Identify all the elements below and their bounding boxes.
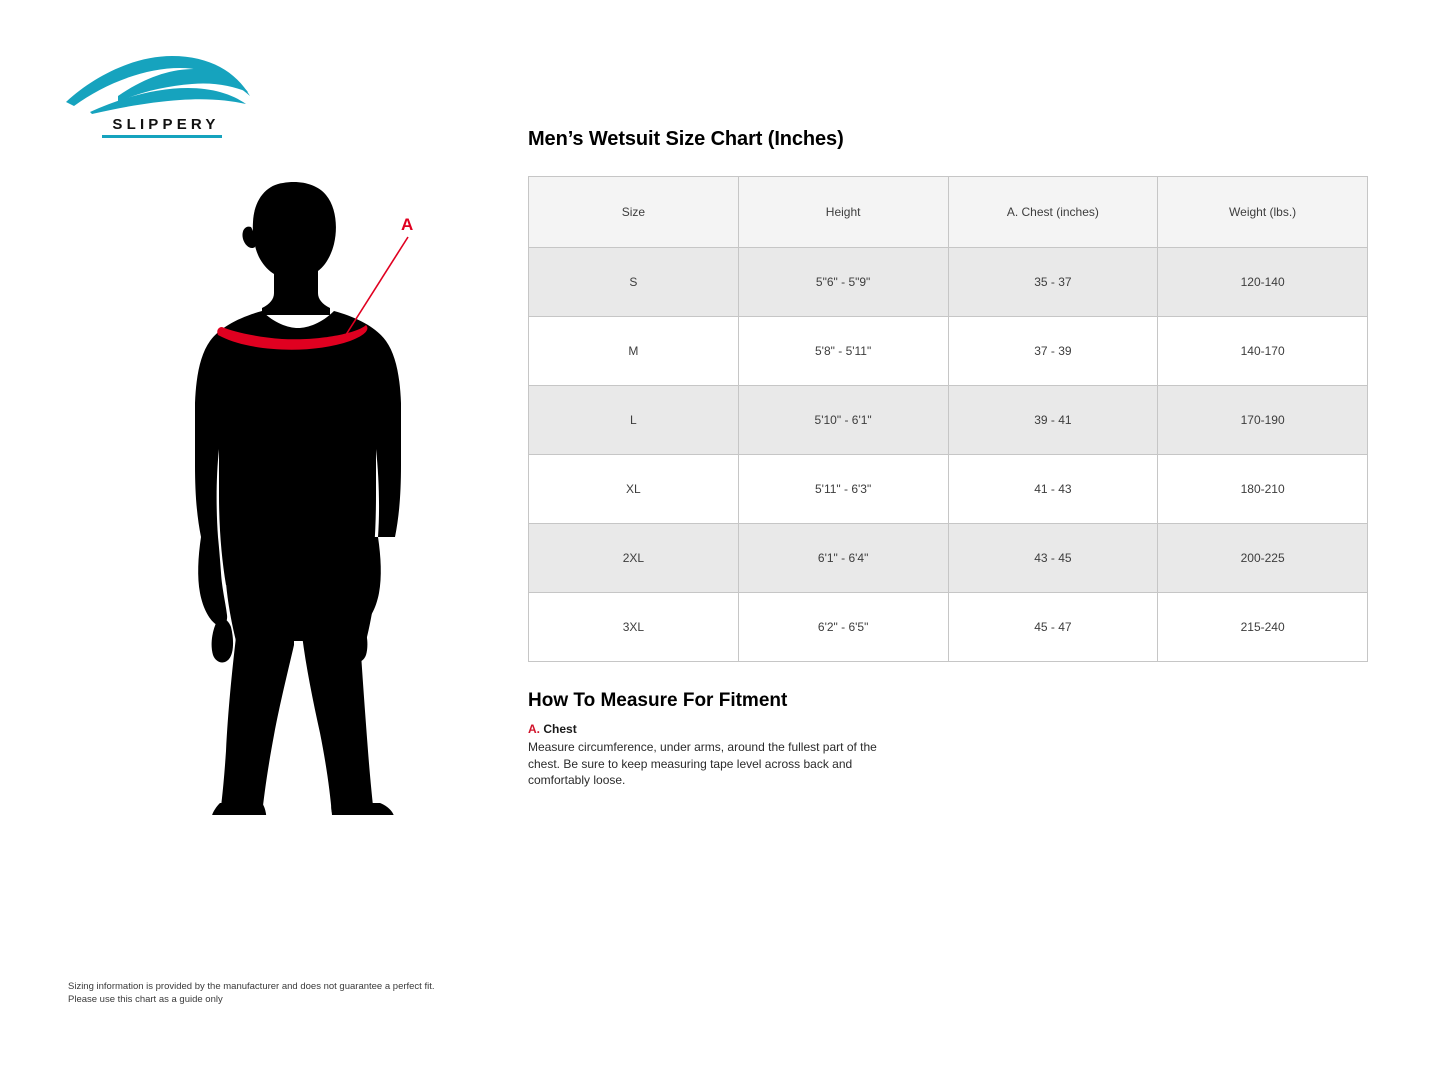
cell-weight: 215-240 — [1157, 592, 1368, 662]
cell-chest: 41 - 43 — [947, 454, 1159, 524]
cell-height: 6'2" - 6'5" — [737, 592, 949, 662]
cell-size: 2XL — [528, 523, 739, 593]
column-header-chest: A. Chest (inches) — [947, 176, 1159, 248]
chest-measure-tape-icon — [217, 325, 368, 350]
cell-weight: 120-140 — [1157, 247, 1368, 317]
measure-item-heading: A. Chest — [528, 722, 577, 736]
table-header-row: Size Height A. Chest (inches) Weight (lb… — [528, 176, 1368, 248]
page-title: Men’s Wetsuit Size Chart (Inches) — [528, 128, 844, 150]
measurement-figure: A — [170, 165, 440, 815]
brand-logo: SLIPPERY — [64, 52, 264, 152]
disclaimer-line-2: Please use this chart as a guide only — [68, 994, 223, 1005]
cell-height: 5'10" - 6'1" — [737, 385, 949, 455]
table-row: 3XL 6'2" - 6'5" 45 - 47 215-240 — [528, 592, 1368, 662]
cell-size: XL — [528, 454, 739, 524]
disclaimer-line-1: Sizing information is provided by the ma… — [68, 981, 435, 992]
cell-weight: 170-190 — [1157, 385, 1368, 455]
cell-size: 3XL — [528, 592, 739, 662]
cell-height: 6'1" - 6'4" — [737, 523, 949, 593]
cell-height: 5"6" - 5"9" — [737, 247, 949, 317]
cell-weight: 200-225 — [1157, 523, 1368, 593]
brand-wordmark-text: SLIPPERY — [112, 116, 220, 133]
table-row: M 5'8" - 5'11" 37 - 39 140-170 — [528, 316, 1368, 386]
male-body-silhouette-icon — [195, 182, 401, 815]
brand-underline-rule — [102, 135, 222, 138]
table-row: S 5"6" - 5"9" 35 - 37 120-140 — [528, 247, 1368, 317]
callout-leader-line — [341, 236, 409, 342]
wave-swoosh-icon — [64, 52, 254, 114]
cell-chest: 39 - 41 — [947, 385, 1159, 455]
measure-item-marker: A. — [528, 722, 540, 736]
cell-height: 5'11" - 6'3" — [737, 454, 949, 524]
column-header-weight: Weight (lbs.) — [1157, 176, 1368, 248]
measure-item-name: Chest — [543, 722, 577, 736]
brand-wordmark: SLIPPERY — [102, 116, 226, 138]
cell-chest: 45 - 47 — [947, 592, 1159, 662]
cell-height: 5'8" - 5'11" — [737, 316, 949, 386]
cell-chest: 37 - 39 — [947, 316, 1159, 386]
measure-item-description: Measure circumference, under arms, aroun… — [528, 740, 877, 787]
column-header-height: Height — [737, 176, 949, 248]
cell-size: S — [528, 247, 739, 317]
table-row: L 5'10" - 6'1" 39 - 41 170-190 — [528, 385, 1368, 455]
cell-size: M — [528, 316, 739, 386]
cell-size: L — [528, 385, 739, 455]
cell-weight: 180-210 — [1157, 454, 1368, 524]
disclaimer: Sizing information is provided by the ma… — [68, 980, 538, 1006]
how-to-measure-heading: How To Measure For Fitment — [528, 690, 788, 711]
size-chart-table: Size Height A. Chest (inches) Weight (lb… — [528, 176, 1368, 662]
cell-chest: 43 - 45 — [947, 523, 1159, 593]
table-row: XL 5'11" - 6'3" 41 - 43 180-210 — [528, 454, 1368, 524]
cell-chest: 35 - 37 — [947, 247, 1159, 317]
table-row: 2XL 6'1" - 6'4" 43 - 45 200-225 — [528, 523, 1368, 593]
cell-weight: 140-170 — [1157, 316, 1368, 386]
column-header-size: Size — [528, 176, 739, 248]
chest-callout-label: A — [401, 215, 414, 234]
